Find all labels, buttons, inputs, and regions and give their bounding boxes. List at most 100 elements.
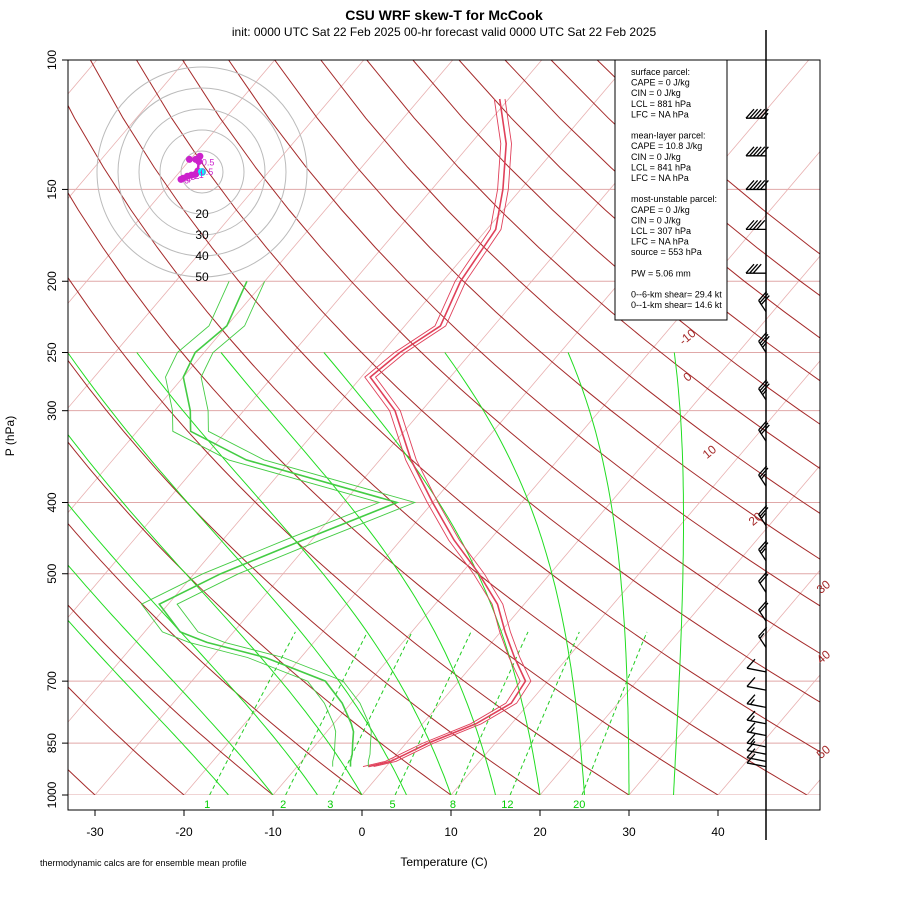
- mixing-ratio-label: 1: [204, 799, 210, 811]
- mixing-ratio-line: [209, 631, 296, 795]
- x-tick-label: 10: [444, 825, 458, 839]
- hodograph-ring: [96, 66, 308, 278]
- y-tick-label: 850: [45, 733, 59, 753]
- dry-adiabat-line: [274, 60, 820, 560]
- hodograph-point-label: 0.5: [202, 158, 215, 168]
- wind-barb-flag: [759, 179, 769, 190]
- wind-barb: [745, 263, 766, 274]
- wind-barb-flag: [759, 422, 769, 433]
- mixing-ratio-line: [581, 631, 648, 795]
- dry-adiabat-line: [182, 60, 820, 655]
- mixing-ratio-label: 5: [390, 799, 396, 811]
- wind-barb-half-flag: [749, 698, 755, 705]
- stats-line: LCL = 841 hPa: [631, 162, 691, 172]
- wind-barb: [746, 722, 767, 737]
- wind-barb-flag: [758, 291, 768, 301]
- wind-barb-staff: [746, 742, 767, 748]
- wind-barb-half-flag: [762, 341, 768, 348]
- moist-adiabat-line: [136, 352, 452, 795]
- hodograph-point-label: 1: [199, 170, 204, 180]
- stats-line: LCL = 881 hPa: [631, 99, 691, 109]
- chart-title: CSU WRF skew-T for McCook: [345, 7, 543, 23]
- wind-barb-half-flag: [760, 548, 766, 554]
- stats-line: CAPE = 0 J/kg: [631, 78, 690, 88]
- chart-subtitle: init: 0000 UTC Sat 22 Feb 2025 00-hr for…: [232, 25, 657, 39]
- wind-barb: [745, 108, 769, 119]
- isotherm-line: [717, 674, 820, 795]
- wind-barb-flag: [758, 571, 768, 582]
- y-tick-label: 200: [45, 271, 59, 291]
- wind-barb-flag: [746, 733, 756, 744]
- wind-barb-flag: [746, 710, 756, 721]
- hodograph-ring-label: 30: [195, 228, 209, 242]
- wind-barb-flag: [746, 753, 756, 764]
- wind-barb: [758, 571, 769, 593]
- wind-barb-flag: [759, 467, 769, 478]
- stats-line: CAPE = 0 J/kg: [631, 205, 690, 215]
- x-tick-label: 0: [359, 825, 366, 839]
- wind-barb-flag: [759, 602, 769, 613]
- moist-adiabat-line: [220, 352, 496, 795]
- stats-line: 0--6-km shear= 29.4 kt: [631, 290, 722, 300]
- dry-adiabat-line: [68, 686, 185, 795]
- wind-barb: [758, 600, 769, 622]
- isotherm-line: [68, 60, 187, 200]
- isotherm-line: [68, 60, 632, 723]
- dry-adiabat-line: [320, 60, 820, 515]
- x-tick-label: -20: [175, 825, 193, 839]
- wind-barb-flag: [759, 381, 769, 392]
- hodograph-point-label: 2: [195, 171, 200, 181]
- wind-barb-flag: [756, 219, 766, 230]
- hodograph-ring-label: 50: [195, 270, 209, 284]
- mixing-ratio-label: 12: [501, 799, 513, 811]
- wind-barb: [746, 658, 767, 673]
- x-tick-label: 40: [711, 825, 725, 839]
- axes: 1 2 3 5 8 12 20-100102030405010015020025030040…: [45, 50, 833, 839]
- wind-barb-staff: [746, 731, 767, 737]
- wind-barb: [758, 465, 769, 487]
- wind-barb: [746, 753, 767, 768]
- dry-adiabat-line: [68, 191, 719, 795]
- dry-adiabat-line: [68, 441, 452, 795]
- stats-line: surface parcel:: [631, 67, 690, 77]
- plot-frame: [67, 59, 821, 811]
- wind-barb-flag: [749, 146, 759, 157]
- wind-barb-flag: [749, 263, 759, 274]
- wind-barb-flag: [760, 383, 770, 394]
- wind-barb: [746, 694, 767, 709]
- y-tick-label: 100: [45, 50, 59, 70]
- hodograph-ring: [117, 87, 287, 257]
- hodograph-ring: [180, 150, 224, 194]
- stats-line: LCL = 307 hPa: [631, 226, 691, 236]
- isotherm-line: [896, 60, 900, 795]
- x-tick-label: 20: [533, 825, 547, 839]
- wind-barb-flag: [760, 295, 770, 305]
- wind-barb: [746, 710, 767, 725]
- isotherm-line: [361, 255, 820, 795]
- stats-line: PW = 5.06 mm: [631, 268, 691, 278]
- wind-barb-flag: [758, 626, 768, 637]
- y-tick-label: 300: [45, 400, 59, 420]
- stats-line: LFC = NA hPa: [631, 237, 689, 247]
- wind-barb-flag: [758, 600, 768, 611]
- wind-barb-flag: [758, 420, 768, 431]
- wind-barb-half-flag: [760, 473, 766, 480]
- moist-adiabat-line: [68, 433, 363, 795]
- x-axis-label: Temperature (C): [400, 855, 487, 869]
- hodograph-point: [192, 155, 200, 163]
- moist-adiabat-line: [68, 564, 274, 795]
- stats-line: source = 553 hPa: [631, 247, 702, 257]
- wind-barb-flag: [759, 333, 769, 344]
- x-tick-label: -10: [264, 825, 282, 839]
- dry-adiabat-line: [68, 276, 630, 795]
- stats-line: CIN = 0 J/kg: [631, 88, 681, 98]
- wind-barb-staff: [746, 749, 767, 755]
- isotherm-label: 10: [700, 442, 719, 462]
- wind-barb-flag: [756, 108, 766, 119]
- wind-barb-flag: [752, 108, 762, 119]
- wind-barb: [745, 146, 769, 157]
- wind-barb-staff: [746, 757, 767, 763]
